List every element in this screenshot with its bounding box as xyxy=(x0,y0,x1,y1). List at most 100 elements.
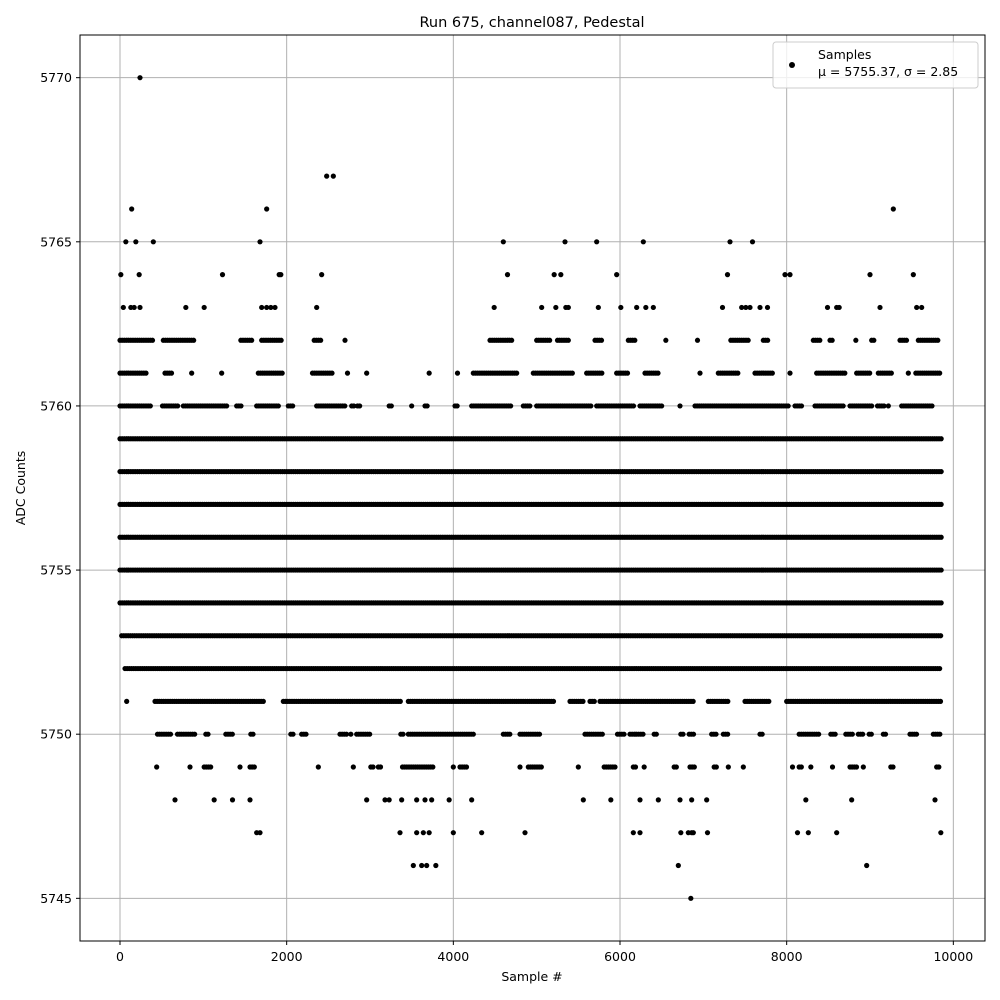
data-point xyxy=(673,764,679,770)
data-point xyxy=(329,370,335,376)
y-tick-label: 5765 xyxy=(40,234,72,249)
data-point xyxy=(849,731,855,737)
data-point xyxy=(129,206,135,212)
data-point xyxy=(324,173,330,179)
data-point xyxy=(735,370,741,376)
data-point xyxy=(268,304,274,311)
data-point xyxy=(553,304,559,311)
data-point xyxy=(591,698,597,704)
data-point xyxy=(688,895,694,901)
data-point xyxy=(414,797,420,803)
data-point xyxy=(860,764,866,770)
legend-label: Samples xyxy=(818,47,871,62)
data-point xyxy=(624,370,631,376)
data-point xyxy=(890,764,896,770)
data-point xyxy=(938,534,944,540)
data-point xyxy=(504,272,511,278)
data-point xyxy=(932,797,938,803)
data-point xyxy=(677,797,683,803)
data-point xyxy=(491,304,497,311)
x-axis-ticks: 0 2000 4000 6000 8000 10000 xyxy=(116,941,973,964)
data-point xyxy=(690,731,697,737)
data-point xyxy=(562,239,568,245)
x-tick-label: 4000 xyxy=(437,949,469,964)
data-point xyxy=(632,337,638,343)
data-point xyxy=(655,370,661,376)
y-tick-label: 5755 xyxy=(40,563,72,578)
data-point xyxy=(569,370,575,376)
data-point xyxy=(805,830,811,836)
x-tick-label: 10000 xyxy=(933,949,973,964)
data-point xyxy=(727,239,733,245)
data-point xyxy=(399,797,405,803)
data-point xyxy=(595,304,601,311)
data-point xyxy=(842,370,848,376)
data-point xyxy=(697,370,703,376)
data-point xyxy=(507,731,513,737)
data-point xyxy=(450,830,456,836)
data-point xyxy=(871,337,877,343)
data-point xyxy=(749,239,756,245)
data-point xyxy=(191,337,197,343)
data-point xyxy=(238,403,244,409)
data-point xyxy=(278,272,284,278)
data-point xyxy=(938,501,944,508)
data-point xyxy=(201,304,207,311)
data-point xyxy=(167,731,174,737)
data-point xyxy=(364,370,370,376)
data-point xyxy=(785,403,791,409)
data-point xyxy=(189,370,195,376)
data-point xyxy=(690,830,696,836)
data-point xyxy=(765,337,771,343)
data-point xyxy=(719,304,726,311)
data-point xyxy=(637,797,643,803)
data-point xyxy=(677,403,683,409)
data-point xyxy=(877,304,883,311)
data-point xyxy=(350,764,356,770)
data-point xyxy=(860,731,866,737)
data-point xyxy=(612,764,618,770)
data-point xyxy=(539,304,545,311)
data-point xyxy=(257,830,263,836)
y-axis-label: ADC Counts xyxy=(13,451,28,526)
data-point xyxy=(250,731,256,737)
data-point xyxy=(691,764,697,770)
data-point xyxy=(272,304,278,311)
data-point xyxy=(757,304,763,311)
data-point xyxy=(348,731,354,737)
data-point xyxy=(136,272,142,278)
data-point xyxy=(424,862,430,869)
data-point xyxy=(766,698,772,704)
data-point xyxy=(905,370,911,376)
data-point xyxy=(251,764,257,770)
data-point xyxy=(937,731,943,737)
data-point xyxy=(630,403,637,409)
data-point xyxy=(834,830,840,836)
data-point xyxy=(330,173,336,179)
data-point xyxy=(817,337,823,343)
data-point xyxy=(675,862,681,869)
data-point xyxy=(175,403,181,409)
data-point xyxy=(550,698,557,704)
grid-lines xyxy=(80,35,985,941)
data-point xyxy=(279,370,285,376)
data-point xyxy=(446,797,452,803)
data-point xyxy=(764,304,771,311)
data-point xyxy=(759,731,765,737)
data-point xyxy=(864,862,870,869)
data-point xyxy=(422,797,428,803)
data-point xyxy=(903,337,910,343)
data-point xyxy=(798,764,804,770)
data-point xyxy=(470,731,476,737)
data-point xyxy=(938,567,944,573)
data-point xyxy=(137,75,143,81)
data-point xyxy=(640,239,646,245)
data-point xyxy=(538,764,544,770)
data-point xyxy=(149,337,156,343)
data-point xyxy=(205,731,211,737)
data-point xyxy=(397,830,403,836)
data-point xyxy=(689,797,695,803)
data-point xyxy=(264,206,270,212)
data-point xyxy=(397,698,403,704)
data-point xyxy=(630,830,636,836)
